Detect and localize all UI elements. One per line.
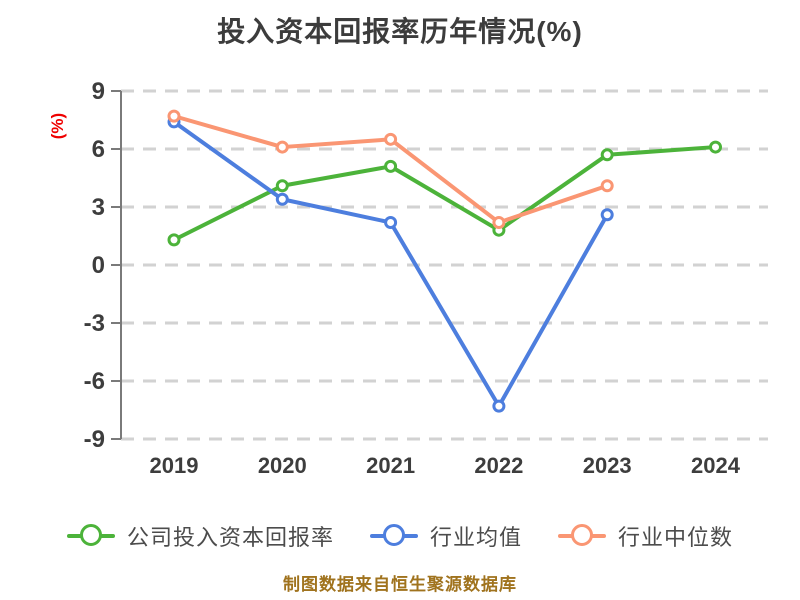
y-tick-label: 0 [92, 252, 105, 279]
y-tick-label: -3 [84, 310, 105, 337]
series-point-industry-mean [275, 192, 289, 206]
series-point-industry-median [275, 140, 289, 154]
legend-marker-green-circle-icon [66, 524, 115, 548]
x-tick-label: 2021 [366, 453, 415, 478]
legend-item-company-roic[interactable]: 公司投入资本回报率 [66, 520, 334, 552]
legend-label-company-roic: 公司投入资本回报率 [126, 525, 334, 550]
legend-label-industry-mean: 行业均值 [429, 525, 522, 550]
legend: 公司投入资本回报率 行业均值 行业中位数 [0, 520, 800, 552]
y-tick-label: -9 [84, 426, 105, 453]
x-tick-label: 2023 [583, 453, 632, 478]
legend-item-industry-median[interactable]: 行业中位数 [558, 520, 733, 552]
x-tick-label: 2022 [474, 453, 523, 478]
series-point-industry-median [492, 215, 506, 229]
series-point-industry-mean [384, 215, 398, 229]
series-point-industry-mean [492, 399, 506, 413]
x-tick-label: 2024 [691, 453, 741, 478]
series-point-company-roic [167, 233, 181, 247]
y-tick-label: -6 [84, 368, 105, 395]
x-tick-label: 2020 [258, 453, 307, 478]
series-point-company-roic [275, 179, 289, 193]
series-point-company-roic [709, 140, 722, 154]
y-tick-label: 3 [92, 194, 105, 221]
chart-title: 投入资本回报率历年情况(%) [217, 16, 583, 47]
series-point-industry-median [600, 179, 614, 193]
legend-item-industry-mean[interactable]: 行业均值 [369, 520, 522, 552]
series-point-company-roic [600, 148, 614, 162]
series-point-industry-median [167, 109, 181, 123]
legend-marker-orange-circle-icon [558, 524, 606, 548]
series-point-company-roic [384, 159, 398, 173]
series-line-company-roic [172, 145, 718, 242]
legend-marker-blue-circle-icon [369, 524, 418, 548]
series-point-industry-median [384, 132, 398, 146]
series-point-industry-mean [600, 208, 614, 222]
x-tick-label: 2019 [150, 453, 199, 478]
y-tick-label: 9 [92, 78, 105, 105]
legend-label-industry-median: 行业中位数 [618, 525, 734, 550]
y-tick-label: 6 [92, 136, 105, 163]
data-source-note: 制图数据来自恒生聚源数据库 [283, 575, 517, 594]
